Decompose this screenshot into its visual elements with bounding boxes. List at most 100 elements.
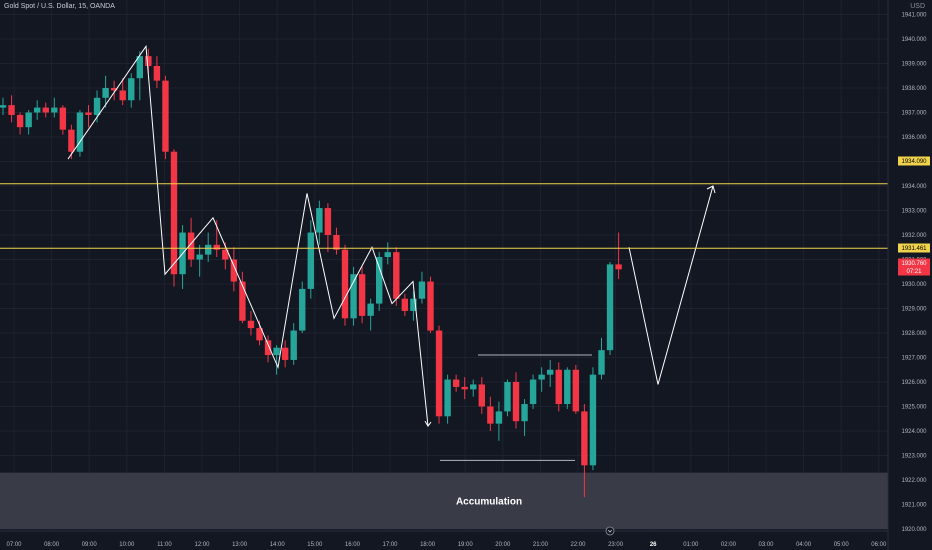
price-tick-label: 1936.000 [901, 135, 927, 141]
candle-body [290, 330, 297, 360]
time-tick-label: 20:00 [495, 542, 511, 548]
time-tick-label: 14:00 [270, 542, 286, 548]
candle-body [564, 369, 571, 405]
candle-body [367, 303, 374, 316]
time-tick-label: 04:00 [796, 542, 812, 548]
time-tick-label: 17:00 [382, 542, 398, 548]
candle-body [136, 56, 143, 79]
time-tick-label: 10:00 [119, 542, 135, 548]
candle-body [521, 404, 528, 422]
price-tick-label: 1940.000 [901, 37, 927, 43]
currency-label: USD [910, 3, 925, 10]
candle-body [25, 112, 32, 128]
candle-body [393, 252, 400, 299]
price-tick-label: 1934.000 [901, 184, 927, 190]
price-tick-label: 1924.000 [901, 429, 927, 435]
candle-body [547, 369, 554, 375]
price-tick-label: 1939.000 [901, 62, 927, 68]
price-tick-label: 1930.000 [901, 282, 927, 288]
candle-body [410, 298, 417, 311]
upper-line-price-badge [898, 156, 930, 166]
time-tick-label: 06:00 [871, 542, 887, 548]
time-tick-label: 13:00 [232, 542, 248, 548]
price-tick-label: 1928.000 [901, 331, 927, 337]
bar-countdown: 07:21 [906, 269, 922, 275]
time-tick-label: 12:00 [194, 542, 210, 548]
time-tick-label: 23:00 [608, 542, 624, 548]
candle-body [264, 340, 272, 356]
drawings [67, 44, 716, 461]
candle-body [555, 369, 562, 405]
current-price-badge [898, 258, 930, 276]
candle-body [350, 274, 357, 319]
lower-line-price: 1931.461 [901, 246, 927, 252]
candles [0, 48, 622, 498]
candle-body [606, 264, 614, 351]
candle-body [307, 232, 314, 289]
candle-body [76, 112, 84, 152]
candle-body [444, 379, 451, 417]
candle-body [435, 330, 443, 417]
candle-body [316, 208, 323, 233]
candle-body [598, 350, 605, 375]
horizontal-lines[interactable] [0, 183, 888, 249]
time-tick-label: 03:00 [758, 542, 774, 548]
candle-body [128, 78, 135, 101]
price-tick-label: 1938.000 [901, 86, 927, 92]
goto-realtime-button[interactable] [605, 526, 615, 536]
candle-body [93, 97, 101, 115]
time-tick-label: 05:00 [834, 542, 850, 548]
candle-body [376, 257, 383, 304]
candle-body [85, 112, 92, 115]
candle-body [512, 382, 520, 422]
candle-body [384, 252, 391, 258]
candle-body [59, 107, 67, 130]
candle-body [34, 107, 41, 113]
time-tick-label: 07:00 [6, 542, 22, 548]
upper-line-price: 1934.090 [901, 159, 927, 165]
candle-body [538, 374, 545, 380]
candle-body [324, 208, 332, 235]
candle-body [358, 274, 366, 316]
accumulation-zone: Accumulation [0, 472, 888, 529]
projection-path [628, 185, 714, 385]
price-tick-label: 1937.000 [901, 111, 927, 117]
time-tick-label: 18:00 [420, 542, 436, 548]
candle-body [222, 249, 229, 260]
price-tick-label: 1926.000 [901, 380, 927, 386]
time-axis[interactable]: 07:00 08:00 09:00 10:00 11:00 12:00 13:00 14:00… [0, 530, 888, 548]
candle-body [615, 264, 622, 270]
candle-body [470, 384, 477, 390]
candle-body [341, 249, 349, 319]
candle-body [247, 320, 255, 329]
price-tick-label: 1933.000 [901, 209, 927, 215]
candle-body [299, 288, 306, 331]
candle-body [461, 386, 468, 390]
candle-body [478, 384, 485, 407]
time-tick-label: 15:00 [307, 542, 323, 548]
candle-body [452, 379, 460, 387]
price-tick-label: 1922.000 [901, 478, 927, 484]
candle-body [51, 107, 58, 113]
zigzag-arrowhead [424, 420, 432, 427]
candle-body [427, 281, 434, 331]
candle-body [213, 244, 220, 250]
price-tick-label: 1941.000 [901, 13, 927, 19]
candle-body [529, 379, 537, 405]
candle-body [102, 88, 109, 98]
projection-arrowhead [706, 185, 716, 194]
price-tick-label: 1927.000 [901, 356, 927, 362]
symbol-title[interactable]: Gold Spot / U.S. Dollar, 15, OANDA [4, 3, 115, 10]
candle-body [401, 298, 409, 311]
candle-body [281, 347, 289, 360]
chart-grid [0, 0, 888, 531]
candle-body [504, 382, 511, 412]
candle-body [170, 151, 178, 275]
price-tick-label: 1921.000 [901, 503, 927, 509]
accumulation-zone-rect [0, 472, 888, 529]
zigzag-line [67, 44, 429, 427]
time-tick-label: 19:00 [458, 542, 474, 548]
candle-body [162, 80, 169, 152]
candle-body [119, 90, 126, 101]
